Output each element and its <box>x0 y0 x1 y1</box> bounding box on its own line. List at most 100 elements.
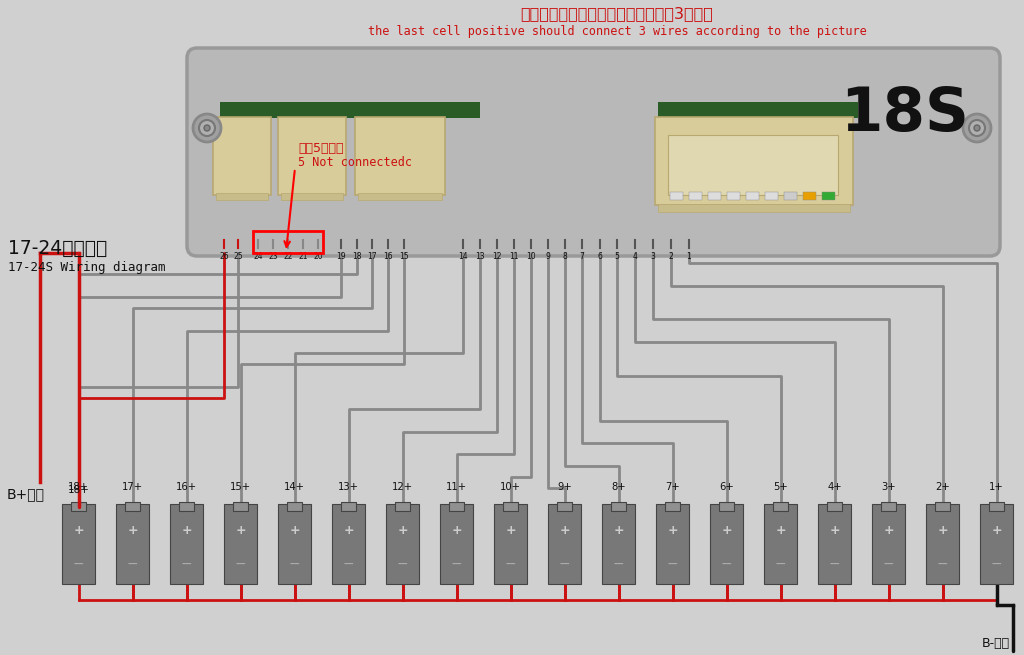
Text: 10+: 10+ <box>500 482 521 492</box>
Bar <box>765 192 778 200</box>
Text: B+总正: B+总正 <box>7 487 45 501</box>
Text: −: − <box>451 557 462 571</box>
Bar <box>213 117 271 195</box>
Bar <box>719 502 734 511</box>
Bar <box>278 117 346 195</box>
Bar <box>935 502 950 511</box>
Bar <box>611 502 626 511</box>
Circle shape <box>963 114 991 142</box>
Text: +: + <box>721 523 732 536</box>
Text: +: + <box>829 523 840 536</box>
Text: 8: 8 <box>562 252 567 261</box>
Text: +: + <box>613 523 624 536</box>
Text: 12+: 12+ <box>392 482 413 492</box>
Text: 24: 24 <box>253 252 263 261</box>
Bar <box>822 192 835 200</box>
Text: +: + <box>991 523 1001 536</box>
Text: 16: 16 <box>383 252 393 261</box>
Bar <box>220 102 480 118</box>
Circle shape <box>193 114 221 142</box>
Text: +: + <box>883 523 894 536</box>
Text: +: + <box>236 523 246 536</box>
Text: −: − <box>343 557 354 571</box>
Bar <box>440 504 473 584</box>
Circle shape <box>969 120 985 136</box>
Text: +: + <box>289 523 300 536</box>
Bar <box>281 193 343 200</box>
Bar <box>872 504 905 584</box>
Text: 此处5根不接: 此处5根不接 <box>298 141 343 155</box>
Text: −: − <box>289 557 300 571</box>
Text: 18S: 18S <box>841 86 970 145</box>
Text: 18+: 18+ <box>68 485 89 495</box>
Text: +: + <box>127 523 138 536</box>
Bar <box>689 192 702 200</box>
Bar <box>288 502 302 511</box>
Bar <box>764 504 797 584</box>
Text: −: − <box>396 557 409 571</box>
Bar <box>710 504 743 584</box>
Bar <box>602 504 635 584</box>
Text: 7: 7 <box>580 252 585 261</box>
Text: +: + <box>452 523 462 536</box>
Text: 17: 17 <box>368 252 377 261</box>
Text: 6+: 6+ <box>719 482 734 492</box>
Bar <box>278 504 311 584</box>
Circle shape <box>974 125 980 131</box>
Text: the last cell positive should connect 3 wires according to the picture: the last cell positive should connect 3 … <box>368 26 866 39</box>
Text: 26: 26 <box>219 252 228 261</box>
Text: 18: 18 <box>352 252 361 261</box>
Text: 17+: 17+ <box>122 482 143 492</box>
Bar <box>557 502 571 511</box>
Text: 1+: 1+ <box>989 482 1004 492</box>
Bar <box>216 193 268 200</box>
Text: 11: 11 <box>509 252 519 261</box>
Text: +: + <box>181 523 191 536</box>
Bar <box>784 192 797 200</box>
Text: 2: 2 <box>669 252 674 261</box>
Circle shape <box>199 120 215 136</box>
Text: 5: 5 <box>614 252 620 261</box>
Text: 11+: 11+ <box>445 482 467 492</box>
Text: 21: 21 <box>298 252 308 261</box>
Text: 17-24串接线图: 17-24串接线图 <box>8 238 108 257</box>
Text: 最后一串电池总正极上要接如图对应3条排线: 最后一串电池总正极上要接如图对应3条排线 <box>520 7 714 22</box>
Bar <box>386 504 419 584</box>
Text: −: − <box>234 557 247 571</box>
Text: 15+: 15+ <box>230 482 251 492</box>
Text: −: − <box>180 557 193 571</box>
Text: 19: 19 <box>336 252 346 261</box>
Bar <box>72 502 86 511</box>
Bar <box>395 502 410 511</box>
Bar <box>658 204 850 212</box>
Text: +: + <box>505 523 516 536</box>
Bar <box>655 117 853 205</box>
Bar <box>494 504 527 584</box>
Text: +: + <box>343 523 354 536</box>
Text: 8+: 8+ <box>611 482 626 492</box>
Text: 14+: 14+ <box>284 482 305 492</box>
Bar <box>116 504 150 584</box>
Bar <box>746 192 759 200</box>
Bar <box>179 502 194 511</box>
Text: 14: 14 <box>458 252 468 261</box>
Text: −: − <box>883 557 894 571</box>
Text: 16+: 16+ <box>176 482 197 492</box>
Bar <box>727 192 740 200</box>
Text: 17-24S Wiring diagram: 17-24S Wiring diagram <box>8 261 166 274</box>
Bar <box>355 117 445 195</box>
Text: 9: 9 <box>546 252 551 261</box>
Text: 5 Not connectedc: 5 Not connectedc <box>298 157 412 170</box>
Text: −: − <box>775 557 786 571</box>
Bar <box>358 193 442 200</box>
Text: −: − <box>505 557 516 571</box>
Text: +: + <box>937 523 948 536</box>
Text: 3+: 3+ <box>882 482 896 492</box>
Text: 20: 20 <box>313 252 323 261</box>
Bar <box>253 231 323 253</box>
Bar <box>708 192 721 200</box>
Text: 9+: 9+ <box>557 482 571 492</box>
Text: −: − <box>73 557 84 571</box>
Text: −: − <box>667 557 678 571</box>
Text: 10: 10 <box>526 252 536 261</box>
